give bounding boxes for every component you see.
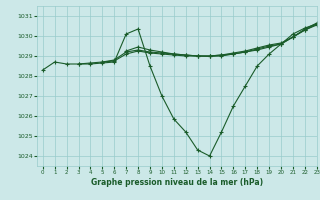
X-axis label: Graphe pression niveau de la mer (hPa): Graphe pression niveau de la mer (hPa) — [91, 178, 263, 187]
